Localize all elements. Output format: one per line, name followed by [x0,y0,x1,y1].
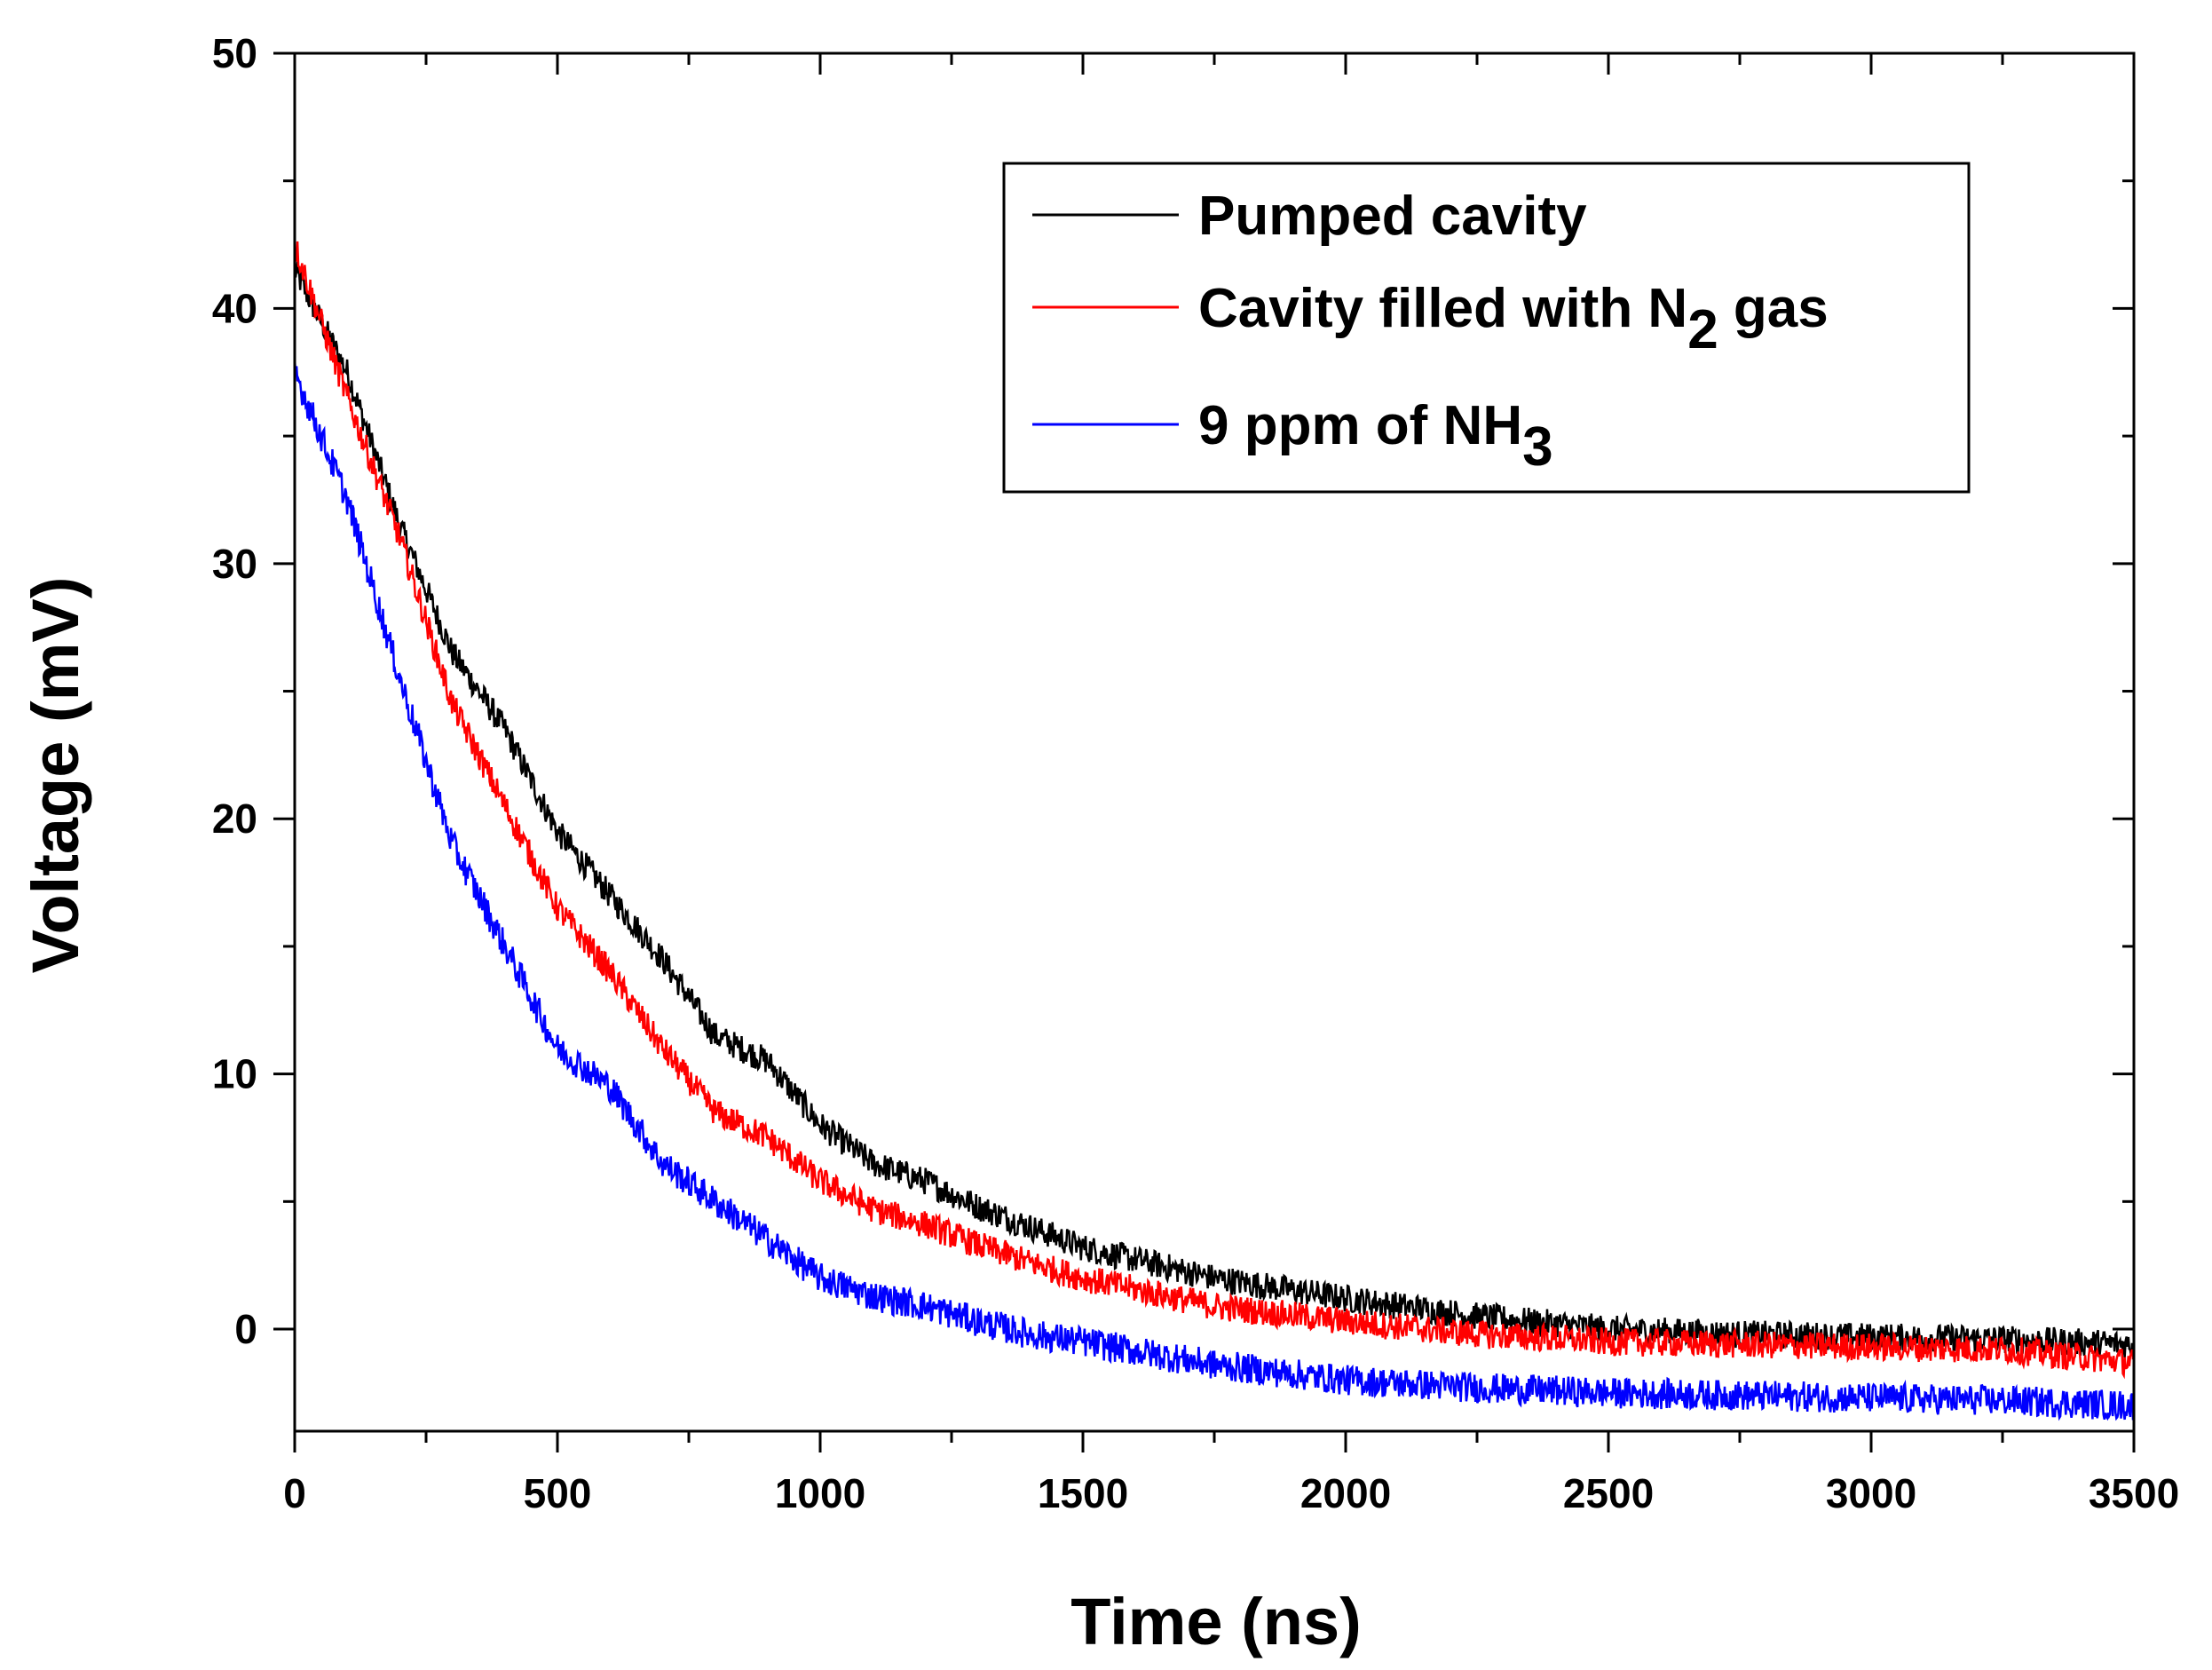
x-tick-label: 1500 [1038,1470,1128,1516]
x-tick-label: 1000 [775,1470,865,1516]
y-axis-title: Voltage (mV) [19,577,92,974]
x-axis-title: Time (ns) [1070,1585,1362,1658]
axes-layer: 0 500 1000 1500 2000 2500 3000 3500 0 10 20 30 40 50 [212,30,2179,1516]
x-tick-label: 3000 [1826,1470,1916,1516]
series-line-2 [293,358,2136,1421]
legend: Pumped cavity Cavity filled with N2 gas … [1002,162,1971,494]
x-tick-label: 500 [524,1470,592,1516]
y-tick-label: 40 [212,285,257,331]
x-tick-label: 2500 [1563,1470,1654,1516]
series-line-1 [293,241,2136,1380]
legend-label-nh3: 9 ppm of NH3 [1198,395,1553,478]
y-tick-label: 0 [234,1306,257,1352]
legend-label-pumped-cavity: Pumped cavity [1198,186,1587,247]
y-tick-label: 10 [212,1051,257,1097]
y-tick-label: 20 [212,795,257,842]
x-tick-label: 3500 [2089,1470,2179,1516]
y-tick-label: 50 [212,30,257,76]
legend-label-n2: Cavity filled with N2 gas [1198,278,1829,360]
x-tick-label: 2000 [1300,1470,1391,1516]
y-tick-label: 30 [212,541,257,587]
x-tick-label: 0 [283,1470,306,1516]
series-layer [293,241,2136,1421]
legend-box [1002,162,1971,494]
